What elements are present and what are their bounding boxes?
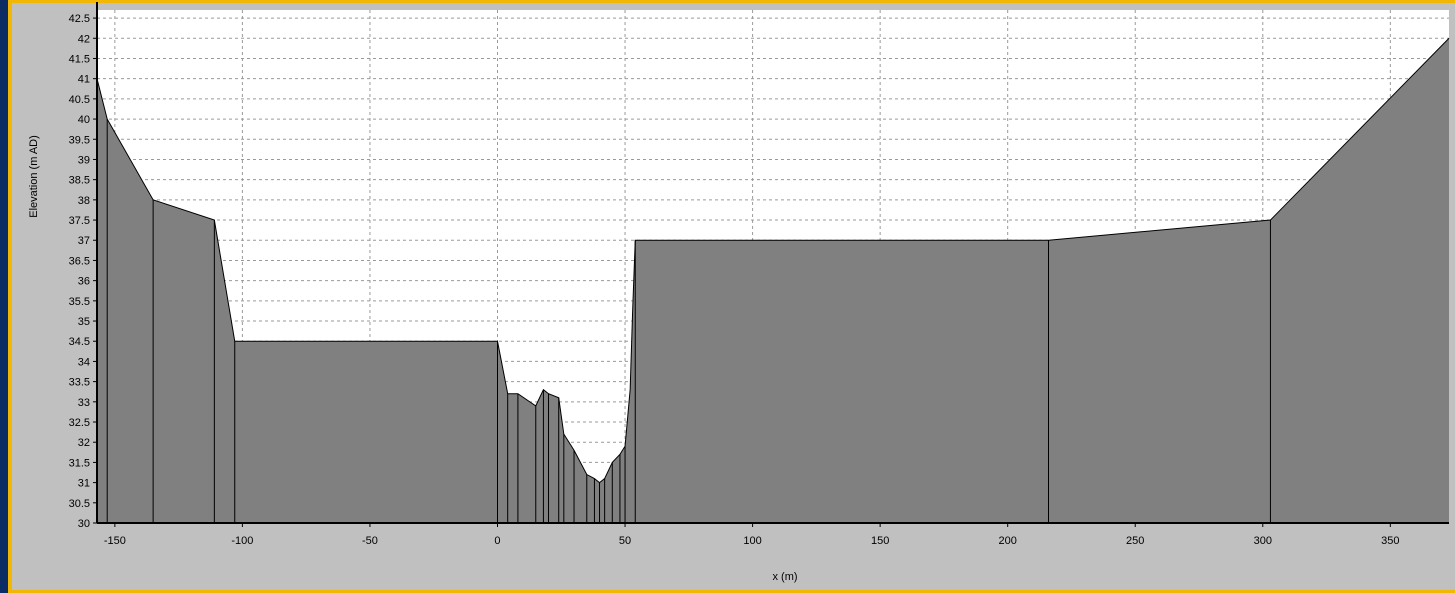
- y-tick-label: 41.5: [69, 53, 90, 65]
- x-tick-label: -150: [104, 535, 126, 547]
- y-tick-label: 36: [78, 276, 90, 288]
- x-tick-label: 150: [871, 535, 889, 547]
- ground-profile: [96, 37, 1450, 524]
- y-tick-label: 37: [78, 235, 90, 247]
- y-tick-label: 42: [78, 33, 90, 45]
- y-tick-label: 40: [78, 114, 90, 126]
- y-tick-label: 31: [78, 478, 90, 490]
- y-tick-label: 34.5: [69, 336, 90, 348]
- y-axis-title: Elevation (m AD): [28, 135, 40, 218]
- y-tick-labels: 30 30.5 31 31.5 32 32.5 33 33.5 34 34.5 35 35.5 36 36…: [69, 13, 90, 530]
- x-tick-label: -100: [231, 535, 253, 547]
- axes: [93, 2, 1449, 527]
- y-tick-label: 40.5: [69, 94, 90, 106]
- x-tick-label: -50: [362, 535, 378, 547]
- x-tick-label: 0: [494, 535, 500, 547]
- x-tick-labels: -150 -100 -50 0 50 100 150 200 250 300 350: [104, 535, 1400, 547]
- y-tick-label: 30.5: [69, 498, 90, 510]
- x-tick-label: 100: [743, 535, 761, 547]
- y-tick-label: 39: [78, 154, 90, 166]
- x-tick-label: 200: [999, 535, 1017, 547]
- y-tick-label: 34: [78, 356, 90, 368]
- profile-line: [96, 37, 1450, 484]
- x-tick-label: 300: [1254, 535, 1272, 547]
- ground-fill: [97, 38, 1449, 524]
- y-tick-label: 42.5: [69, 13, 90, 25]
- y-tick-label: 41: [78, 74, 90, 86]
- x-tick-label: 250: [1126, 535, 1144, 547]
- x-tick-label: 350: [1381, 535, 1399, 547]
- y-tick-label: 33: [78, 397, 90, 409]
- y-tick-label: 30: [78, 518, 90, 530]
- y-tick-label: 37.5: [69, 215, 90, 227]
- y-tick-label: 39.5: [69, 134, 90, 146]
- y-tick-label: 31.5: [69, 457, 90, 469]
- x-axis-title: x (m): [772, 571, 797, 583]
- y-tick-label: 38: [78, 195, 90, 207]
- y-tick-label: 32.5: [69, 417, 90, 429]
- y-tick-label: 35: [78, 316, 90, 328]
- y-tick-label: 35.5: [69, 296, 90, 308]
- y-tick-label: 36.5: [69, 255, 90, 267]
- y-tick-label: 33.5: [69, 377, 90, 389]
- y-tick-label: 38.5: [69, 175, 90, 187]
- x-tick-label: 50: [619, 535, 631, 547]
- y-tick-label: 32: [78, 437, 90, 449]
